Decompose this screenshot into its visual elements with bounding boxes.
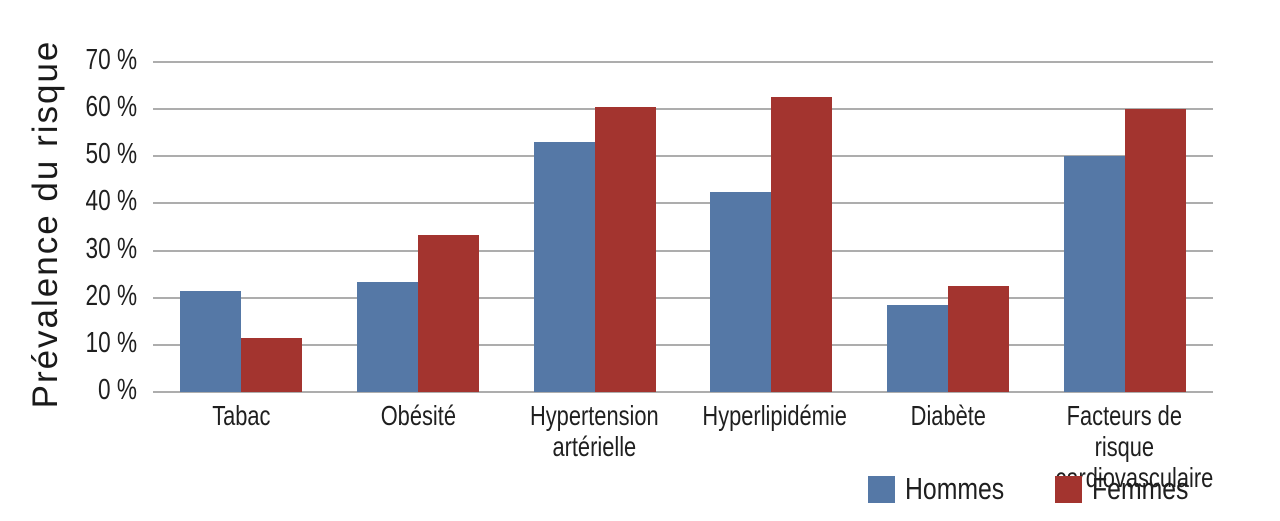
bar-femmes (771, 97, 833, 392)
bar-femmes (594, 106, 656, 392)
gridline (153, 202, 1213, 205)
y-tick-label: 70 % (85, 44, 137, 77)
y-axis-ticks: 0 % 10 % 20 % 30 % 40 % 50 % 60 % 70 % (0, 44, 137, 406)
category-label: Obésité (380, 400, 456, 431)
bar-hommes (533, 142, 595, 392)
bar-hommes (886, 305, 948, 392)
bar-femmes (947, 285, 1009, 392)
category-label: Hyperlipidémie (702, 400, 847, 431)
legend: Hommes Femmes (868, 471, 1213, 507)
y-tick-label: 10 % (85, 327, 137, 360)
gridline (153, 249, 1213, 252)
bar-femmes (1124, 109, 1186, 392)
gridline (153, 61, 1213, 63)
legend-item-femmes: Femmes (1055, 471, 1213, 507)
gridline (153, 155, 1213, 158)
y-tick-label: 60 % (85, 91, 137, 124)
category-group (860, 62, 1037, 392)
y-tick-label: 30 % (85, 232, 137, 265)
bar-femmes (417, 234, 479, 392)
legend-item-hommes: Hommes (868, 471, 1029, 507)
legend-label-hommes: Hommes (905, 471, 1005, 506)
plot-area (153, 61, 1213, 393)
y-tick-label: 0 % (98, 374, 137, 407)
category-group (1036, 62, 1213, 392)
y-tick-label: 40 % (85, 185, 137, 218)
category-group (683, 62, 860, 392)
hommes-swatch-icon (868, 475, 896, 503)
bar-hommes (1063, 156, 1125, 392)
bar-hommes (356, 282, 418, 392)
y-tick-label: 50 % (85, 138, 137, 171)
category-group (506, 62, 683, 392)
category-group (330, 62, 507, 392)
gridline (153, 391, 1213, 393)
category-label: Tabac (212, 400, 271, 431)
gridline (153, 343, 1213, 346)
bar-hommes (710, 191, 772, 392)
femmes-swatch-icon (1055, 475, 1083, 503)
bar-femmes (241, 337, 303, 392)
x-axis-labels: Tabac Obésité Hypertension artérielle Hyper… (153, 400, 1213, 493)
legend-label-femmes: Femmes (1092, 471, 1189, 506)
gridline (153, 108, 1213, 111)
category-group (153, 62, 330, 392)
category-label: Diabète (910, 400, 986, 431)
bar-hommes (180, 290, 242, 392)
gridline (153, 296, 1213, 299)
y-tick-label: 20 % (85, 279, 137, 312)
category-label: Hypertension artérielle (530, 400, 659, 462)
